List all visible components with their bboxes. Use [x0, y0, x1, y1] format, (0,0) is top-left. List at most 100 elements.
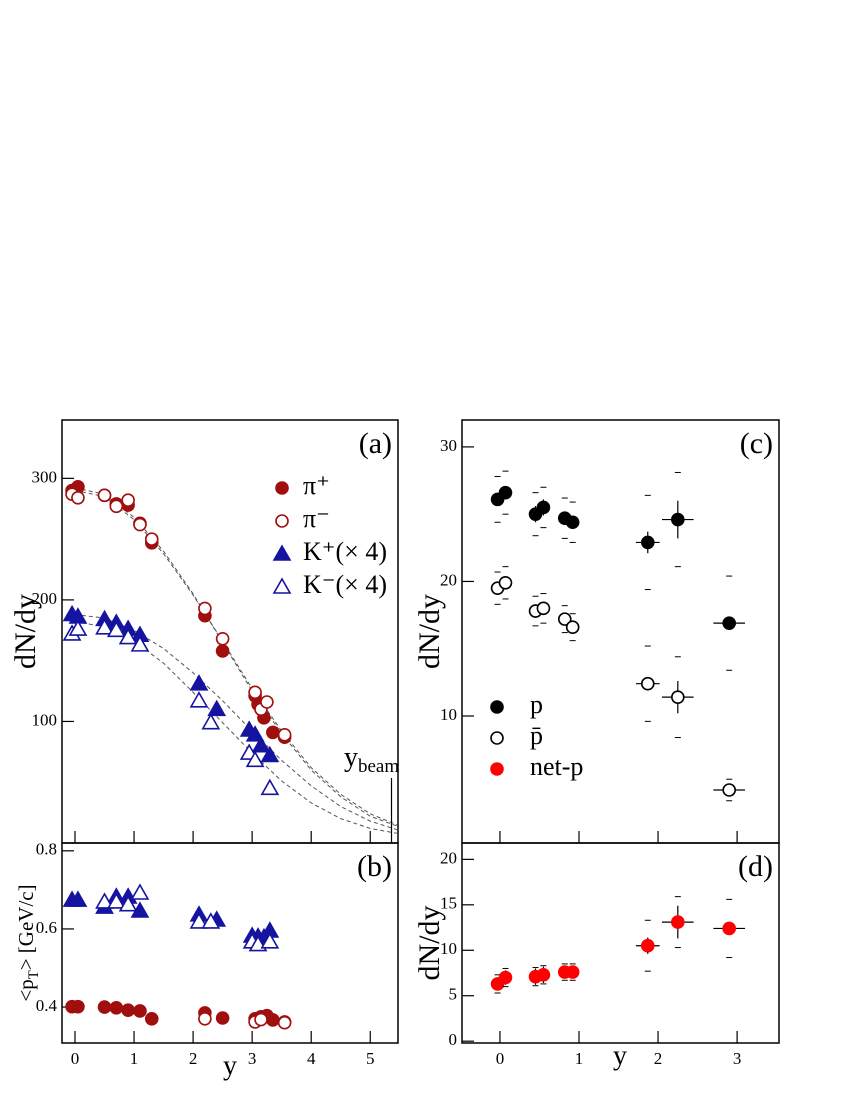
- legend-marker: [490, 700, 504, 714]
- y-tick-label: 200: [32, 589, 58, 608]
- legend-label: K⁺(× 4): [303, 537, 387, 566]
- data-point: [68, 890, 88, 907]
- data-point: [498, 485, 513, 500]
- plot-area: [62, 883, 292, 1030]
- x-tick-label: 1: [575, 1049, 584, 1068]
- data-point: [536, 500, 551, 515]
- x-tick-label: 5: [366, 1049, 375, 1068]
- data-point: [640, 535, 655, 550]
- fit-curve: [74, 613, 397, 831]
- x-axis-title: y: [223, 1050, 237, 1081]
- x-tick-label: 0: [71, 1049, 80, 1068]
- data-point: [266, 725, 280, 740]
- legend-label: π⁺: [303, 471, 330, 500]
- data-point: [97, 488, 112, 503]
- data-point: [207, 699, 227, 717]
- data-point: [266, 1013, 280, 1027]
- panel-label: (c): [740, 427, 773, 460]
- data-point: [198, 601, 212, 616]
- x-tick-label: 3: [248, 1049, 257, 1068]
- data-point: [260, 778, 280, 796]
- data-point: [95, 892, 114, 909]
- data-point: [189, 691, 209, 708]
- y-tick-label: 0: [449, 1030, 458, 1049]
- y-tick-label: 15: [440, 894, 457, 913]
- data-point: [557, 612, 572, 626]
- y-axis-title: dN/dy: [413, 906, 446, 981]
- y-tick-label: 20: [440, 848, 457, 867]
- legend-marker: [275, 481, 289, 495]
- y-tick-label: 5: [449, 985, 458, 1004]
- data-point: [130, 635, 150, 652]
- data-point: [722, 783, 736, 797]
- y-axis-title-part: > [GeV/c]: [14, 884, 38, 970]
- x-tick-label: 4: [307, 1049, 316, 1068]
- data-point: [671, 915, 685, 929]
- data-point: [260, 695, 274, 709]
- data-point: [109, 1001, 124, 1015]
- y-tick-label: 0.8: [36, 840, 57, 859]
- y-tick-label: 10: [440, 705, 457, 724]
- x-tick-label: 3: [733, 1049, 742, 1068]
- y-axis-title-part: <p: [14, 979, 38, 1001]
- beam-label: ybeam: [344, 742, 399, 777]
- legend-marker: [275, 514, 289, 528]
- y-tick-label: 10: [440, 939, 457, 958]
- data-point: [248, 685, 262, 700]
- data-point: [68, 619, 88, 636]
- data-point: [118, 895, 138, 912]
- data-point: [71, 999, 85, 1014]
- data-point: [198, 1011, 212, 1026]
- data-point: [106, 620, 126, 638]
- data-point: [722, 921, 736, 936]
- legend-marker: [272, 577, 292, 594]
- data-point: [118, 627, 138, 645]
- data-point: [133, 517, 147, 532]
- x-tick-label: 2: [654, 1049, 663, 1068]
- data-point: [245, 725, 265, 742]
- data-point: [536, 968, 551, 982]
- data-point: [245, 750, 265, 768]
- plot-area: [490, 896, 746, 994]
- legend-marker: [272, 544, 292, 561]
- data-point: [109, 499, 124, 514]
- fit-curve: [74, 490, 398, 826]
- legend-label: net-p: [530, 752, 583, 781]
- data-point: [565, 620, 580, 634]
- data-point: [121, 493, 135, 508]
- data-point: [565, 965, 580, 979]
- data-point: [277, 1015, 292, 1030]
- data-point: [671, 512, 685, 527]
- data-point: [640, 938, 655, 953]
- data-point: [106, 892, 126, 909]
- panel-label: (b): [357, 850, 392, 883]
- y-tick-label: 20: [440, 570, 457, 589]
- data-point: [121, 1003, 135, 1017]
- x-tick-label: 2: [189, 1049, 198, 1068]
- y-tick-label: 100: [32, 710, 58, 729]
- plot-frame: [461, 842, 780, 1044]
- data-point: [536, 601, 551, 616]
- data-point: [189, 912, 209, 929]
- legend-marker: [490, 762, 504, 776]
- legend-label: p̄: [530, 721, 543, 750]
- panel-label: (d): [738, 850, 773, 883]
- data-point: [260, 745, 280, 763]
- y-axis-title-part: T: [26, 970, 42, 979]
- plot-area: [490, 470, 746, 802]
- data-point: [97, 1000, 112, 1014]
- data-point: [260, 932, 280, 949]
- data-point: [565, 515, 580, 530]
- data-point: [71, 490, 85, 505]
- data-point: [251, 736, 271, 753]
- data-point: [201, 713, 221, 730]
- y-axis-title: dN/dy: [413, 594, 446, 669]
- data-point: [201, 912, 221, 929]
- beam-label-main: y: [344, 742, 358, 773]
- data-point: [189, 674, 209, 691]
- y-axis-title: dN/dy: [9, 594, 42, 669]
- y-tick-label: 0.4: [36, 996, 58, 1015]
- data-point: [144, 1011, 159, 1026]
